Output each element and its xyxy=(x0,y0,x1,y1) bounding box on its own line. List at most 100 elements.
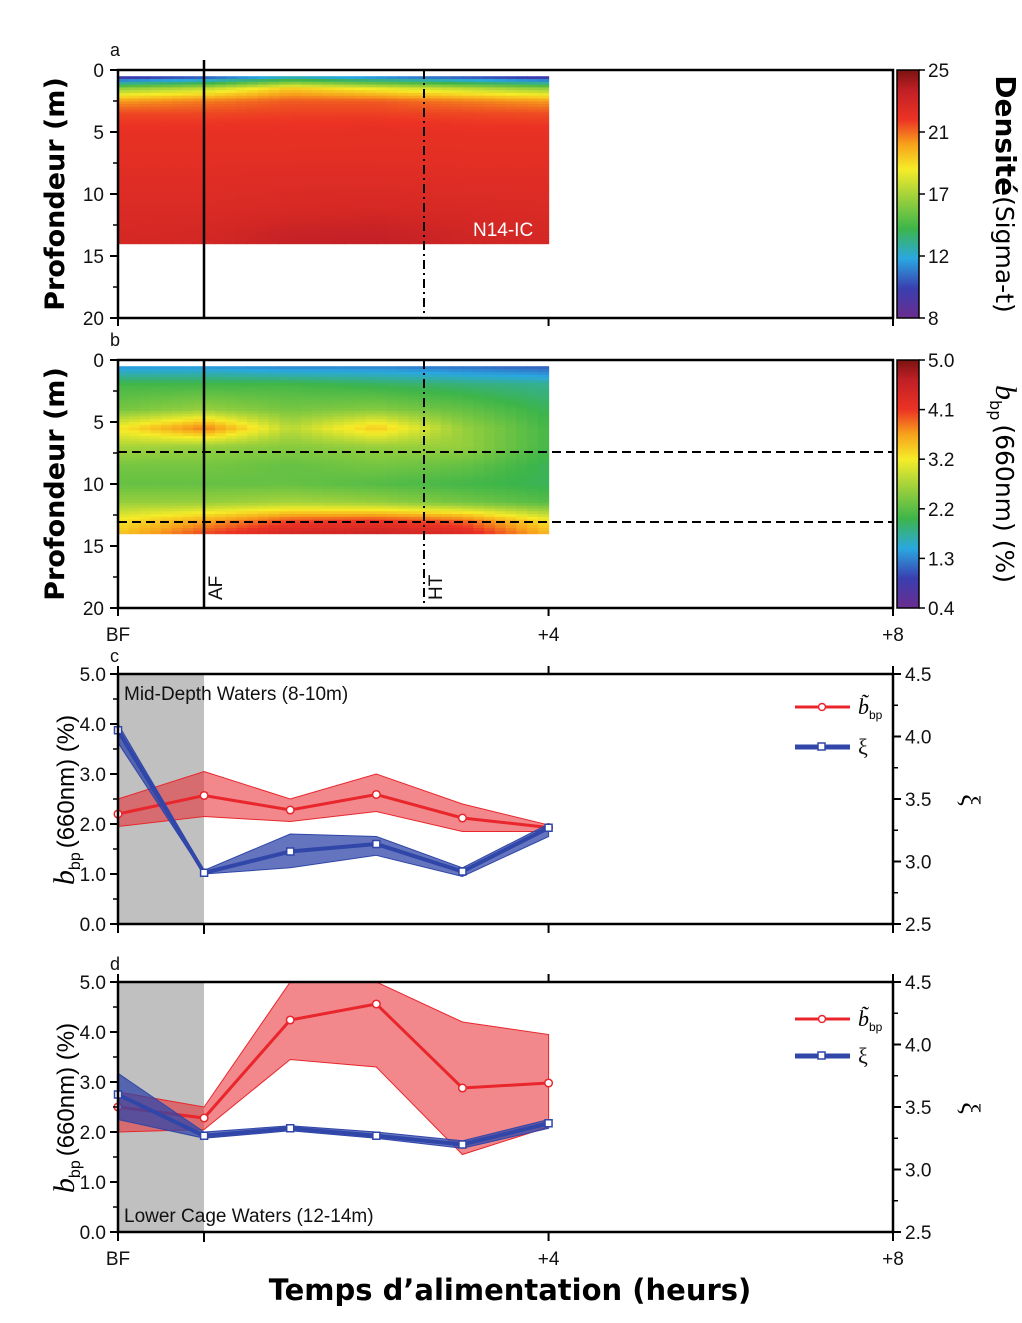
backscatter-cell xyxy=(279,531,290,534)
heatmap-a xyxy=(118,76,549,244)
density-cell xyxy=(215,241,226,244)
density-cell xyxy=(398,241,409,244)
legend-c-xi-marker xyxy=(818,743,825,750)
backscatter-cell xyxy=(312,531,323,534)
backscatter-cell xyxy=(333,531,344,534)
density-cell xyxy=(516,241,527,244)
y-tick-label: 5 xyxy=(93,413,104,434)
y-tick-label: 20 xyxy=(83,309,104,330)
series-0-point xyxy=(200,792,208,800)
backscatter-cell xyxy=(172,531,183,534)
y-axis-right-label-c: ξ xyxy=(956,794,985,806)
density-cell xyxy=(226,241,237,244)
backscatter-cell xyxy=(344,531,355,534)
backscatter-cell xyxy=(269,531,280,534)
legend-c: b̃bp ξ xyxy=(795,694,883,759)
x-tick-label: BF xyxy=(106,625,130,646)
legend-c-xi-label: ξ xyxy=(858,734,868,759)
density-cell xyxy=(366,241,377,244)
density-cell xyxy=(312,241,323,244)
legend-c-b-symbol: b̃ xyxy=(858,694,869,719)
density-cell xyxy=(204,241,215,244)
colorbar-tick-label: 8 xyxy=(928,309,939,330)
y-left-tick-label: 0.0 xyxy=(80,915,106,936)
y-tick-label: 5 xyxy=(93,123,104,144)
backscatter-cell xyxy=(452,531,463,534)
series-0-point xyxy=(545,1079,553,1087)
x-tick-label: +4 xyxy=(538,625,560,646)
backscatter-cell xyxy=(301,531,312,534)
backscatter-cell xyxy=(516,531,527,534)
density-cell xyxy=(462,241,473,244)
colorbar-a xyxy=(897,70,919,318)
density-cell xyxy=(236,241,247,244)
series-0-point xyxy=(459,814,467,822)
colorbar-title-a: Densité(Sigma-t) xyxy=(989,75,1022,313)
backscatter-cell xyxy=(409,531,420,534)
y-right-tick-label: 2.5 xyxy=(905,915,931,936)
backscatter-cell xyxy=(495,531,506,534)
backscatter-cell xyxy=(215,531,226,534)
panel-b-letter: b xyxy=(110,330,120,350)
series-0-point xyxy=(373,791,381,799)
legend-c-b-marker xyxy=(819,704,826,711)
backscatter-cell xyxy=(376,531,387,534)
backscatter-cell xyxy=(204,531,215,534)
y-tick-label: 0 xyxy=(93,61,104,82)
backscatter-cell xyxy=(258,531,269,534)
density-cell xyxy=(409,241,420,244)
panel-a-letter: a xyxy=(110,40,121,60)
colorbar-b-sub: bp xyxy=(986,400,1005,420)
density-cell xyxy=(323,241,334,244)
density-cell xyxy=(161,241,172,244)
series-1-point xyxy=(287,848,294,855)
backscatter-cell xyxy=(387,531,398,534)
backscatter-cell xyxy=(366,531,377,534)
colorbar-title-bold: Densité xyxy=(989,75,1022,196)
backscatter-cell xyxy=(323,531,334,534)
colorbar-tick-label: 4.1 xyxy=(928,401,954,422)
density-cell xyxy=(140,241,151,244)
colorbar-tick-label: 21 xyxy=(928,123,949,144)
backscatter-cell xyxy=(118,531,129,534)
density-cell xyxy=(376,241,387,244)
density-cell xyxy=(495,241,506,244)
colorbar-tick-label: 25 xyxy=(928,61,949,82)
y-tick-label: 15 xyxy=(83,247,104,268)
colorbar-ticks-a: 25 21 17 12 8 xyxy=(919,61,949,330)
backscatter-cell xyxy=(462,531,473,534)
colorbar-title-b-text: bbp(660nm) (%) xyxy=(986,385,1022,583)
y-tick-label: 15 xyxy=(83,537,104,558)
y-label-c-sub: bp xyxy=(67,852,84,870)
backscatter-cell xyxy=(527,531,538,534)
y-left-tick-label: 2.0 xyxy=(80,1123,106,1144)
density-cell xyxy=(484,241,495,244)
y-right-tick-label: 4.0 xyxy=(905,728,931,749)
density-cell xyxy=(506,241,517,244)
panel-c-letter: c xyxy=(110,646,119,666)
colorbar-tick-label: 17 xyxy=(928,185,949,206)
y-axis-label-b: Profondeur (m) xyxy=(40,367,71,601)
backscatter-cell xyxy=(183,531,194,534)
density-cell xyxy=(258,241,269,244)
backscatter-cell xyxy=(398,531,409,534)
colorbar-b-symbol: b xyxy=(989,385,1022,400)
legend-c-b-sub: bp xyxy=(869,708,883,722)
series-1-point xyxy=(201,869,208,876)
density-cell xyxy=(172,241,183,244)
colorbar-tick-label: 2.2 xyxy=(928,500,954,521)
density-cell xyxy=(527,241,538,244)
y-label-c-rest: (660nm) (%) xyxy=(53,715,80,848)
density-cell xyxy=(183,241,194,244)
colorbar-tick-label: 12 xyxy=(928,247,949,268)
af-marker-label: AF xyxy=(206,576,227,600)
y-axis-label-c: bbp(660nm) (%) xyxy=(48,715,84,885)
y-left-tick-label: 2.0 xyxy=(80,815,106,836)
backscatter-cell xyxy=(140,531,151,534)
colorbar-tick-label: 5.0 xyxy=(928,351,954,372)
density-cell xyxy=(279,241,290,244)
series-1-point xyxy=(459,1141,466,1148)
backscatter-cell xyxy=(538,531,549,534)
colorbar-title-b: bbp(660nm) (%) xyxy=(986,385,1022,583)
series-1-point xyxy=(459,868,466,875)
